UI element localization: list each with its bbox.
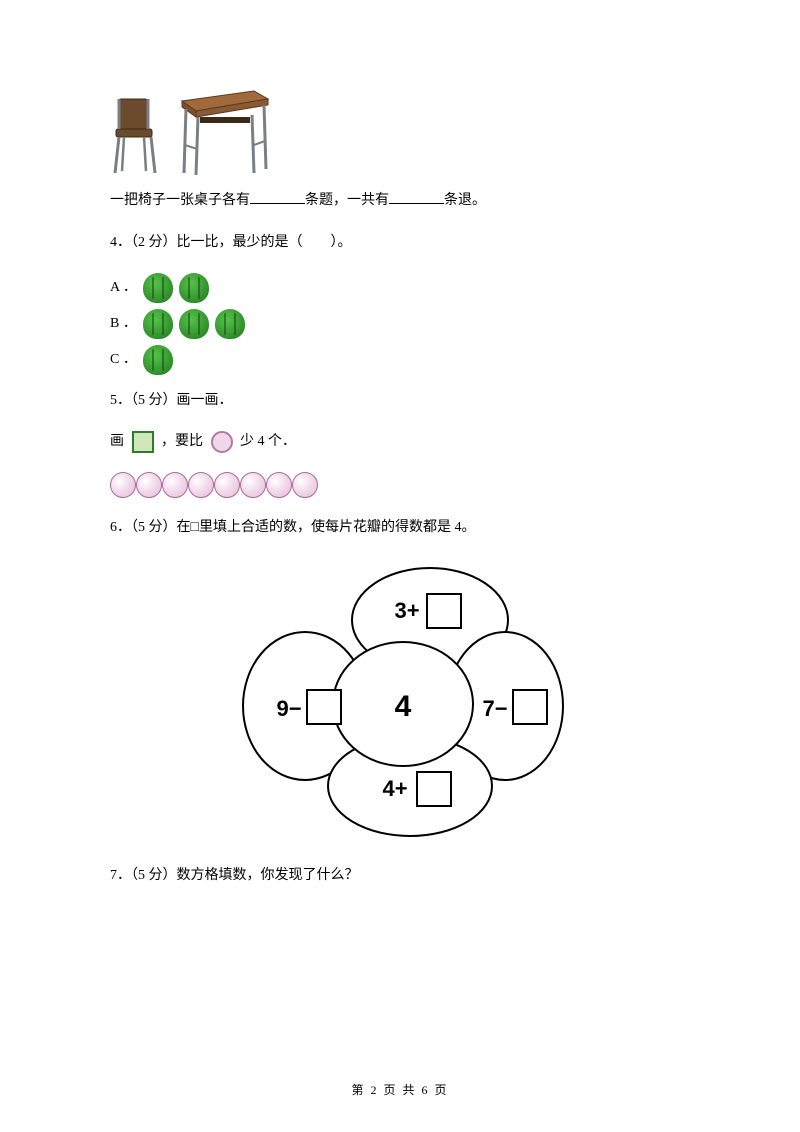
circle-icon xyxy=(266,472,292,498)
option-c-label: C ． xyxy=(110,348,137,372)
petal-top-box[interactable] xyxy=(427,594,461,628)
circle-icon xyxy=(214,472,240,498)
q3-line: 一把椅子一张桌子各有 条题，一共有 条退。 xyxy=(110,189,690,213)
q4-option-b[interactable]: B ． xyxy=(110,309,690,339)
option-a-label: A ． xyxy=(110,276,137,300)
q4-prefix: 4．（2 分）比一比，最少的是（ ）。 xyxy=(110,231,690,255)
watermelon-icon xyxy=(215,309,245,339)
petal-bottom-text: 4+ xyxy=(382,776,407,801)
page-footer: 第 2 页 共 6 页 xyxy=(0,1081,800,1098)
petal-left-text: 9− xyxy=(276,696,301,721)
q3-text-b: 条题，一共有 xyxy=(305,193,389,208)
flower-svg: 4 3+ 9− 7− 4+ xyxy=(235,558,565,838)
q5-circles-row xyxy=(110,472,690,498)
circle-icon xyxy=(292,472,318,498)
flower-diagram: 4 3+ 9− 7− 4+ xyxy=(110,558,690,838)
blank-1[interactable] xyxy=(250,190,305,204)
desk-icon xyxy=(176,85,272,177)
petal-top-text: 3+ xyxy=(394,598,419,623)
q3-text-a: 一把椅子一张桌子各有 xyxy=(110,193,250,208)
circle-icon xyxy=(110,472,136,498)
q6-prefix: 6．（5 分）在□里填上合适的数，使每片花瓣的得数都是 4。 xyxy=(110,516,690,540)
chair-icon xyxy=(110,95,168,177)
petal-right-text: 7− xyxy=(482,696,507,721)
option-b-label: B ． xyxy=(110,312,137,336)
circle-icon xyxy=(136,472,162,498)
q4-option-c[interactable]: C ． xyxy=(110,345,690,375)
q7-prefix: 7．（5 分）数方格填数，你发现了什么？ xyxy=(110,864,690,888)
petal-left-box[interactable] xyxy=(307,690,341,724)
watermelon-icon xyxy=(143,345,173,375)
q3-text-c: 条退。 xyxy=(444,193,486,208)
q5-line2: 画 ，要比 少 4 个． xyxy=(110,430,690,454)
circle-icon xyxy=(211,431,233,453)
blank-2[interactable] xyxy=(389,190,444,204)
circle-icon xyxy=(188,472,214,498)
page-body: 一把椅子一张桌子各有条题，一共有条退。 4．（2 分）比一比，最少的是（ ）。 … xyxy=(0,0,800,956)
flower-center: 4 xyxy=(395,690,412,723)
q5-text-b: ，要比 xyxy=(161,434,203,449)
square-icon xyxy=(132,431,154,453)
furniture-illustration xyxy=(110,85,690,177)
watermelon-icon xyxy=(143,309,173,339)
watermelon-icon xyxy=(179,309,209,339)
q5-text-a: 画 xyxy=(110,434,124,449)
q4-option-a[interactable]: A ． xyxy=(110,273,690,303)
circle-icon xyxy=(162,472,188,498)
petal-bottom-box[interactable] xyxy=(417,772,451,806)
watermelon-icon xyxy=(143,273,173,303)
watermelon-icon xyxy=(179,273,209,303)
circle-icon xyxy=(240,472,266,498)
petal-right-box[interactable] xyxy=(513,690,547,724)
q5-prefix: 5．（5 分）画一画． xyxy=(110,389,690,413)
q5-text-c: 少 4 个． xyxy=(240,434,296,449)
